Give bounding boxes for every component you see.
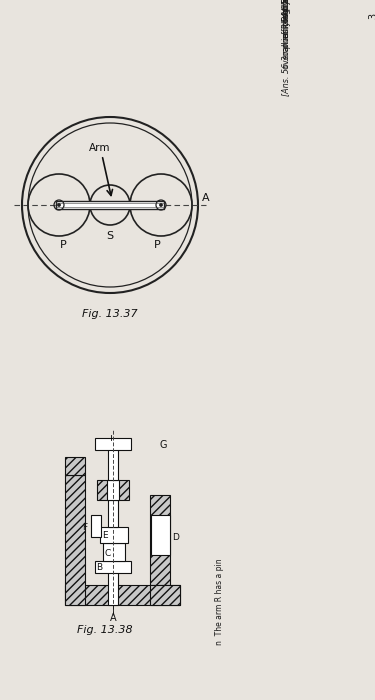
Text: F: F (82, 522, 87, 531)
Bar (108, 440, 118, 480)
Text: 3.: 3. (368, 10, 375, 19)
Bar (65, 585, 180, 605)
Text: D: D (172, 533, 179, 542)
Bar (108, 487, 118, 527)
Text: P: P (60, 240, 66, 250)
Bar (65, 457, 85, 475)
Text: A: A (110, 613, 116, 623)
Circle shape (159, 204, 162, 206)
Text: carries the planet wheels. Determine the speed of the driven shaft and the torqu: carries the planet wheels. Determine the… (282, 0, 291, 55)
Text: P-P of 50 teeth. The planet wheels mesh with the internal teeth of a fixed annul: P-P of 50 teeth. The planet wheels mesh … (282, 0, 291, 29)
Bar (56, 201, 164, 209)
Bar (100, 527, 128, 543)
Bar (91, 515, 101, 537)
Text: Fig. 13.38: Fig. 13.38 (77, 625, 133, 635)
Text: B: B (96, 564, 102, 573)
Text: An epicyclic gear train, as shown in Fig. 13.37, has a sun wheel S of 30 teeth a: An epicyclic gear train, as shown in Fig… (282, 0, 291, 15)
Text: C: C (105, 549, 111, 557)
Text: Fig. 13.37: Fig. 13.37 (82, 309, 138, 319)
Text: carrying the sunwheel, transmits 4 kW at 300 r.p.m. The driven shaft is connecte: carrying the sunwheel, transmits 4 kW at… (282, 0, 291, 42)
Bar (150, 495, 170, 585)
Text: Arm: Arm (89, 143, 111, 153)
Text: overall efficiency is 95%.: overall efficiency is 95%. (282, 0, 291, 69)
Text: A: A (202, 193, 210, 203)
Text: P: P (154, 240, 160, 250)
Text: n  The arm R has a pin: n The arm R has a pin (215, 559, 224, 645)
Circle shape (57, 204, 60, 206)
Bar (95, 438, 131, 450)
Bar (108, 570, 118, 605)
Text: G: G (160, 440, 168, 450)
Text: E: E (102, 531, 108, 540)
Bar (97, 480, 129, 500)
Text: S: S (106, 231, 114, 241)
Bar (95, 561, 131, 573)
Bar (150, 585, 180, 605)
Text: [Ans. 56.3 r.p.m. ; 644.5 N-m]: [Ans. 56.3 r.p.m. ; 644.5 N-m] (282, 0, 291, 96)
Bar (107, 480, 119, 500)
Bar (151, 515, 170, 555)
Bar (103, 543, 125, 561)
Bar (65, 475, 85, 605)
